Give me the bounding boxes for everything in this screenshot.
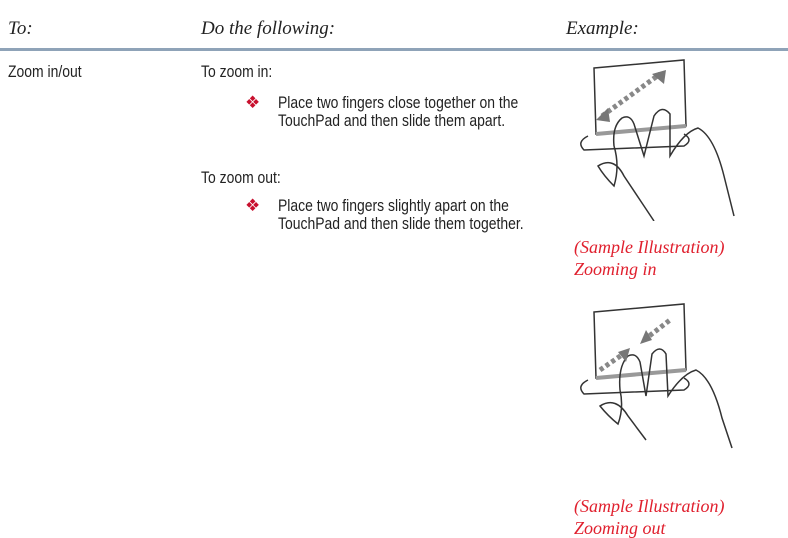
column-header: To: <box>8 18 33 39</box>
step-text: Place two fingers slightly apart on the … <box>278 196 524 233</box>
illustration-label: Zooming out <box>574 518 666 538</box>
action: Zoom in/out <box>8 62 82 81</box>
step-label: To zoom in: <box>201 62 273 81</box>
step-text: Place two fingers close together on the … <box>278 93 519 130</box>
step-label: To zoom out: <box>201 168 281 187</box>
bullet-icon: ❖ <box>245 93 261 112</box>
column-header: Example: <box>566 18 639 39</box>
illustration-zoom-out <box>580 303 733 449</box>
column-header: Do the following: <box>201 18 336 39</box>
illustration-caption: (Sample Illustration) <box>574 237 725 257</box>
header-rule <box>0 48 788 51</box>
illustration-zoom-in <box>580 59 735 221</box>
illustration-caption: (Sample Illustration) <box>574 496 725 516</box>
illustration-label: Zooming in <box>574 259 657 279</box>
bullet-icon: ❖ <box>245 196 261 215</box>
